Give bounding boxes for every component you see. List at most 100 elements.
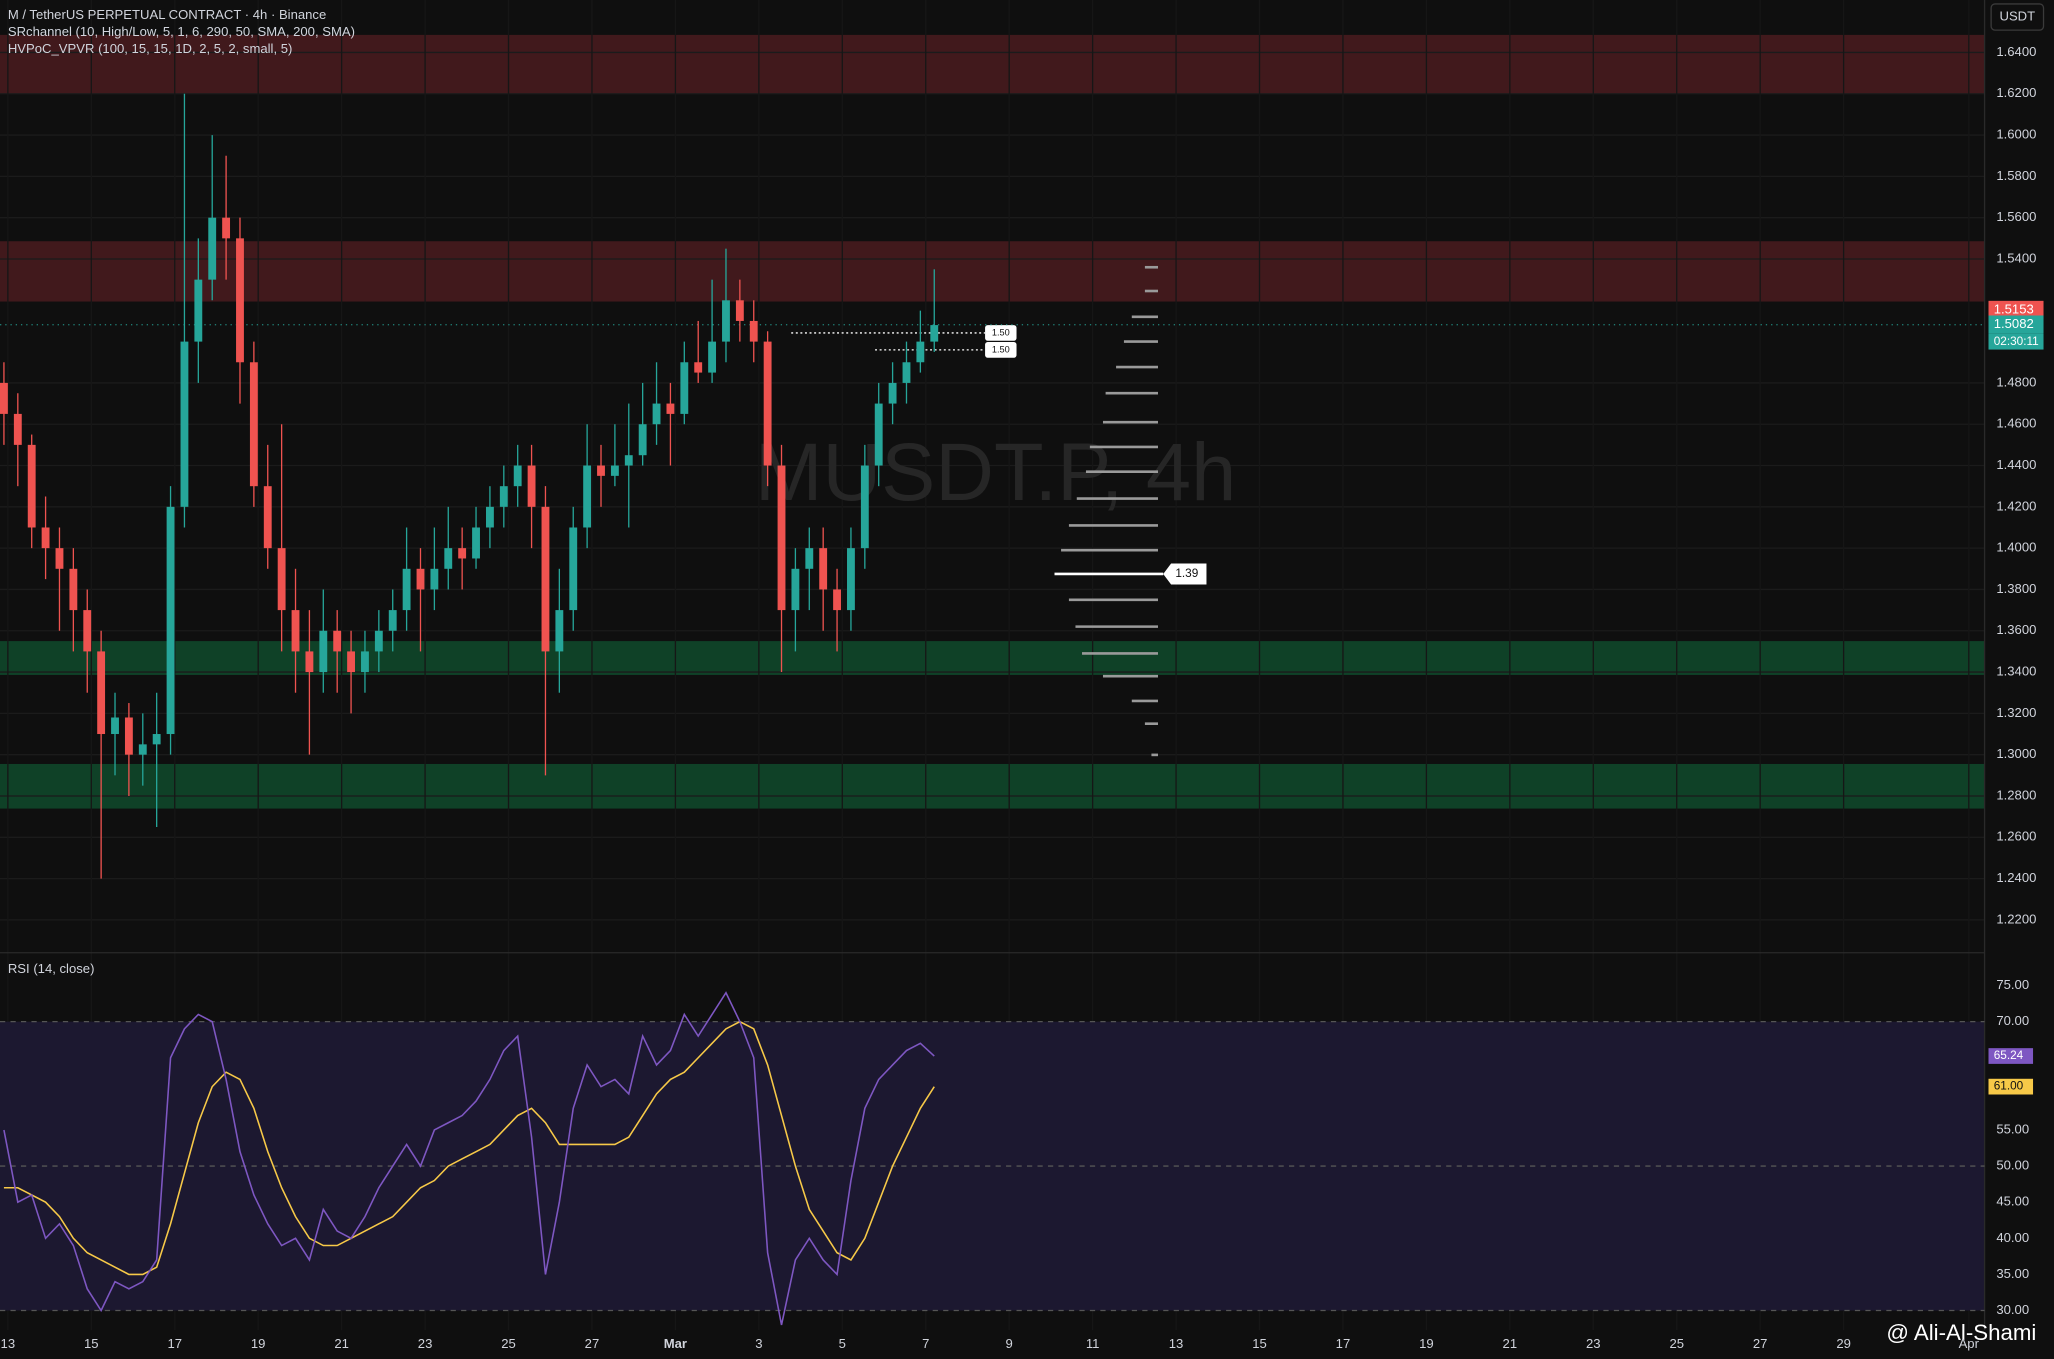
y-tick-label: 1.6000 [1996,127,2036,142]
y-tick-label: 1.4400 [1996,457,2036,472]
candle-body [319,630,328,673]
level-label: 1.50 [992,344,1010,354]
candle-body [124,717,133,755]
candle-body [819,548,828,590]
candle-body [680,362,689,414]
y-tick-label: 1.4800 [1996,374,2036,389]
candle-body [527,465,536,507]
candle-body [444,548,453,569]
candle-body [305,651,314,673]
candle-body [347,651,355,673]
x-tick-label: 19 [251,1336,266,1351]
candle-body [624,455,633,466]
x-tick-label: 13 [1,1336,16,1351]
candle-body [930,325,939,342]
candle-body [652,403,661,425]
x-tick-label: 23 [418,1336,433,1351]
candle-body [166,506,175,735]
candle-body [263,486,272,549]
y-tick-label: 1.2600 [1996,829,2036,844]
x-tick-label: 25 [1669,1336,1684,1351]
candle-body [888,382,897,404]
x-tick-label: 7 [922,1336,929,1351]
y-tick-label: 1.3800 [1996,581,2036,596]
current-price-label: 1.5082 [1994,316,2034,331]
rsi-band [0,1021,1985,1311]
level-label-box [985,342,1017,358]
candle-body [361,651,369,673]
rsi-tick-label: 50.00 [1996,1158,2029,1173]
rsi-value-label: 61.00 [1994,1080,2024,1093]
candle-body [194,279,203,342]
rsi-value-label: 65.24 [1994,1049,2024,1062]
candle-body [583,465,592,528]
signature: @ Ali-Al-Shami [1886,1320,2036,1345]
candle-body [708,341,717,373]
x-tick-label: 17 [167,1336,182,1351]
candle-body [374,630,383,652]
rsi-tick-label: 70.00 [1996,1013,2029,1028]
candle-body [208,217,217,280]
candle-body [388,610,397,631]
y-tick-label: 1.4600 [1996,416,2036,431]
candle-body [458,548,467,559]
rsi-tick-label: 35.00 [1996,1266,2029,1281]
last-price-label-box [1988,300,2044,320]
rsi-title: RSI (14, close) [8,961,95,976]
candle-body [180,341,189,507]
plot-layer: MUSDT.P, 4h [0,34,1985,1311]
currency-label[interactable]: USDT [1999,8,2035,23]
x-tick-label: 15 [1252,1336,1267,1351]
x-tick-label: 9 [1006,1336,1013,1351]
currency-button[interactable] [1990,3,2045,31]
x-tick-label: 3 [755,1336,762,1351]
x-tick-label: 5 [839,1336,846,1351]
x-tick-label: 15 [84,1336,99,1351]
y-tick-label: 1.5400 [1996,250,2036,265]
candle-body [83,610,92,652]
candle-body [569,527,578,611]
poc-label-box [1163,563,1207,585]
candle-body [277,548,286,611]
candle-body [499,486,508,507]
candle-body [722,300,730,342]
y-tick-label: 1.2200 [1996,911,2036,926]
x-tick-label: 27 [1753,1336,1768,1351]
y-tick-label: 1.3400 [1996,664,2036,679]
rsi-tick-label: 75.00 [1996,977,2029,992]
sr-zone [0,34,1985,94]
candle-body [333,630,342,652]
y-tick-label: 1.4000 [1996,540,2036,555]
candle-body [55,548,64,569]
countdown-box [1988,333,2044,350]
rsi-tick-label: 40.00 [1996,1230,2029,1245]
candle-body [236,238,244,363]
y-tick-label: 1.2400 [1996,870,2036,885]
candle-body [111,717,119,735]
x-tick-label: 11 [1086,1336,1100,1351]
level-label: 1.50 [992,327,1010,337]
indicator-label: SRchannel (10, High/Low, 5, 1, 6, 290, 5… [8,24,355,39]
y-tick-label: 1.6400 [1996,44,2036,59]
candle-body [638,424,647,456]
sr-zone [0,641,1985,675]
candle-body [416,568,425,590]
candle-body [152,734,161,745]
candle-body [916,341,925,363]
x-tick-label: 13 [1169,1336,1184,1351]
rsi-tick-label: 30.00 [1996,1302,2029,1317]
candle-body [805,548,814,569]
sr-zone [0,763,1985,809]
x-tick-label: 27 [585,1336,600,1351]
candle-body [222,217,231,239]
countdown: 02:30:11 [1994,335,2039,348]
candle-body [777,465,786,611]
candle-body [513,465,522,487]
candle-body [472,527,480,559]
candle-body [249,362,258,487]
candle-body [694,362,703,373]
rsi-tick-label: 45.00 [1996,1194,2029,1209]
watermark: MUSDT.P, 4h [755,427,1236,518]
candle-body [291,610,300,652]
